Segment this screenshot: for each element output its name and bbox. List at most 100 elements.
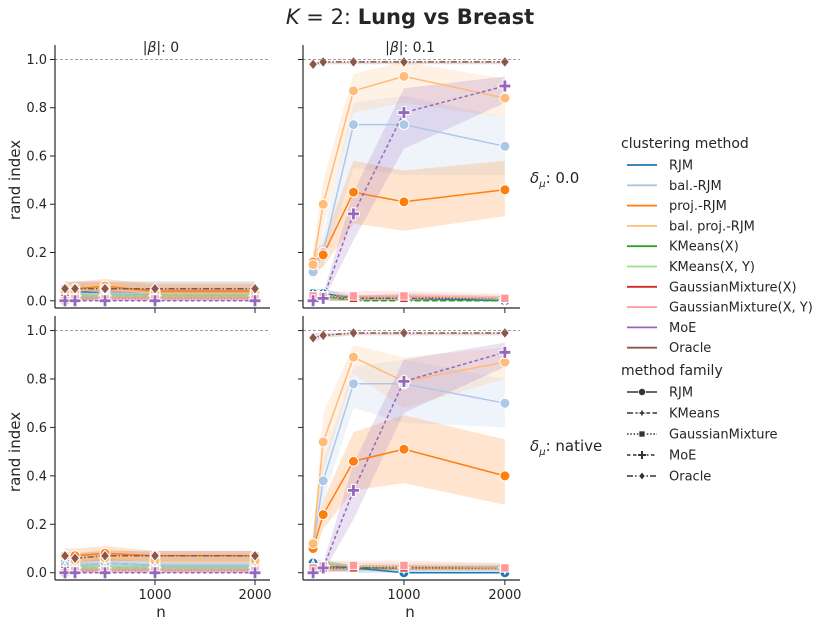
bal-proj-rjm-point: [317, 198, 329, 210]
oracle-point: [318, 55, 329, 69]
gaussianmixture-x-y-band: [313, 560, 505, 573]
col-header-beta-0: |β|: 0: [143, 40, 179, 56]
chart-title: K = 2: Lung vs Breast: [286, 5, 534, 29]
x-tick-label: 2000: [238, 588, 271, 603]
axes-group: 0.0 0.2 0.4 0.6 0.8 1.0 0.0 0.2 0.4 0.6 0.8 1.0 1000…: [26, 45, 521, 603]
oracle-point: [59, 282, 71, 295]
legend-label: GaussianMixture: [669, 428, 778, 443]
gaussianmixture-x-y-point: [348, 291, 359, 301]
y-tick-label: 1.0: [26, 53, 47, 68]
bal-proj-rjm-point: [499, 92, 511, 104]
oracle-point: [149, 282, 161, 295]
proj-rjm-point: [499, 470, 511, 482]
bal-rjm-band: [313, 95, 505, 282]
moe-point: [346, 207, 360, 221]
legend-item-kmeans-x: KMeans(X): [627, 240, 739, 255]
y-tick-label: 0.4: [26, 198, 47, 213]
proj-rjm-band: [313, 160, 505, 272]
row-header-delta-0: δμ: 0.0: [530, 169, 579, 190]
kmeans-x-line: [313, 295, 505, 302]
legend-item-moe: MoE: [627, 321, 696, 336]
y-tick-label: 0.8: [26, 101, 47, 116]
x-tick-label: 1000: [387, 588, 420, 603]
proj-rjm-point: [317, 509, 329, 521]
y-axis-label-bottom: rand index: [6, 412, 24, 492]
proj-rjm-point: [398, 443, 410, 455]
legend-label: KMeans(X): [669, 240, 739, 255]
legend-item-proj-rjm: proj.-RJM: [627, 199, 727, 214]
legend-item-family-oracle: Oracle: [627, 470, 711, 485]
bal-proj-rjm-point: [307, 538, 319, 550]
moe-point: [397, 106, 411, 120]
moe-point: [306, 566, 320, 580]
confidence-bands: [65, 61, 505, 573]
proj-rjm-point: [347, 186, 359, 198]
legend-label: bal. proj.-RJM: [669, 219, 755, 234]
bal-rjm-band: [313, 359, 505, 556]
moe-point: [316, 561, 330, 575]
proj-rjm-point: [317, 249, 329, 261]
proj-rjm-point: [398, 196, 410, 208]
legend-marker: [638, 388, 646, 396]
oracle-point: [398, 55, 410, 69]
oracle-point: [307, 331, 319, 345]
proj-rjm-band: [313, 415, 505, 556]
oracle-point: [99, 549, 111, 563]
legend-item-rjm: RJM: [627, 159, 693, 174]
oracle-point: [348, 326, 359, 340]
bal-proj-rjm-band: [313, 61, 505, 277]
legend-label: bal.-RJM: [669, 179, 722, 194]
moe-point: [316, 291, 330, 305]
moe-point: [68, 566, 82, 580]
oracle-band: [313, 333, 505, 343]
legend-item-gaussianmixture-x-y: GaussianMixture(X, Y): [627, 301, 813, 316]
legend-label: KMeans: [669, 407, 720, 422]
proj-rjm-point: [347, 455, 359, 467]
y-tick-label: 0.0: [26, 566, 47, 581]
oracle-point: [69, 551, 81, 565]
moe-point: [98, 294, 112, 308]
bal-rjm-point: [499, 397, 511, 409]
bal-rjm-point: [398, 119, 410, 131]
oracle-point: [307, 58, 319, 71]
bal-rjm-point: [347, 378, 359, 390]
y-tick-label: 1.0: [26, 324, 47, 339]
oracle-point: [249, 282, 261, 295]
gaussianmixture-x-y-point: [348, 560, 359, 571]
moe-point: [58, 294, 72, 308]
legend-item-kmeans-x-y: KMeans(X, Y): [627, 260, 755, 275]
gaussianmixture-x-y-point: [399, 560, 409, 571]
moe-point: [68, 294, 82, 308]
legend-marker: [636, 407, 648, 419]
legend-item-gaussianmixture-x: GaussianMixture(X): [627, 280, 797, 295]
x-tick-label: 2000: [488, 588, 521, 603]
y-tick-label: 0.6: [26, 421, 47, 436]
oracle-point: [99, 282, 111, 295]
legend: clustering method RJM bal.-RJM proj.-RJM bal…: [621, 136, 813, 485]
legend-item-bal-rjm: bal.-RJM: [627, 179, 722, 194]
moe-point: [498, 345, 512, 359]
legend-label: GaussianMixture(X, Y): [669, 301, 813, 316]
oracle-band: [313, 61, 505, 67]
col-header-beta-01: |β|: 0.1: [385, 40, 435, 56]
gaussianmixture-x-y-band: [65, 567, 255, 573]
oracle-point: [499, 55, 511, 69]
oracle-point: [149, 549, 161, 563]
oracle-point: [398, 326, 410, 340]
legend-label: GaussianMixture(X): [669, 280, 797, 295]
legend-label: KMeans(X, Y): [669, 260, 755, 275]
legend-marker: [638, 471, 646, 481]
oracle-point: [318, 329, 329, 342]
y-tick-label: 0.2: [26, 246, 47, 261]
legend-item-family-kmeans: KMeans: [627, 407, 720, 422]
series-markers: [57, 55, 513, 580]
kmeans-x-y-line: [313, 564, 505, 569]
legend-label: RJM: [669, 386, 693, 401]
bal-proj-rjm-point: [317, 436, 329, 448]
oracle-point: [348, 55, 359, 69]
bal-rjm-point: [499, 140, 511, 152]
proj-rjm-point: [499, 184, 511, 196]
legend-label: MoE: [669, 321, 696, 336]
x-tick-label: 1000: [138, 588, 171, 603]
